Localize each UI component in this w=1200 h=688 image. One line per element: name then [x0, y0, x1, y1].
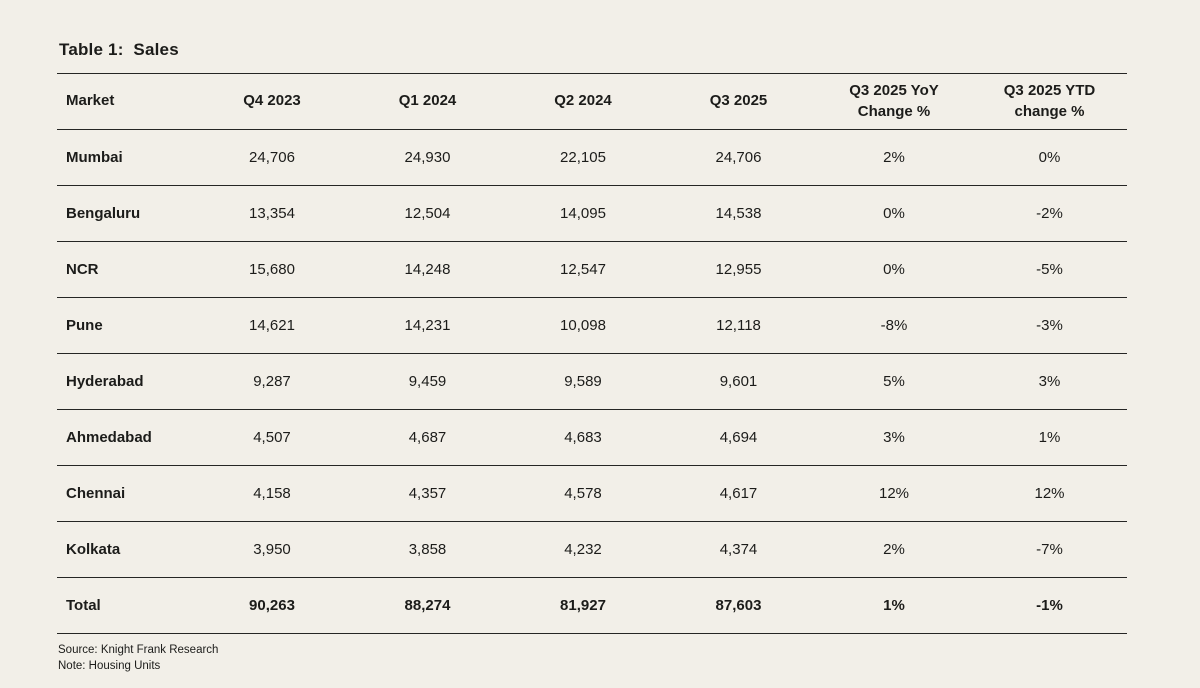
market-cell: Bengaluru	[57, 185, 194, 242]
column-header: Q3 2025 YTD change %	[972, 73, 1127, 130]
value-cell: 0%	[816, 241, 972, 298]
value-cell: 14,248	[350, 241, 505, 298]
value-cell: 3%	[816, 409, 972, 466]
value-cell: 12,547	[505, 241, 661, 298]
market-cell: Hyderabad	[57, 353, 194, 410]
source-note: Source: Knight Frank Research	[58, 644, 219, 656]
value-cell: 24,930	[350, 129, 505, 186]
value-cell: 2%	[816, 521, 972, 578]
value-cell: -7%	[972, 521, 1127, 578]
sales-table: Market Q4 2023 Q1 2024 Q2 2024 Q3 2025 Q3 202…	[57, 73, 1127, 634]
value-cell: 4,357	[350, 465, 505, 522]
value-cell: 2%	[816, 129, 972, 186]
value-cell: -3%	[972, 297, 1127, 354]
value-cell: 4,683	[505, 409, 661, 466]
value-cell: 4,507	[194, 409, 350, 466]
market-cell: Chennai	[57, 465, 194, 522]
value-cell: 4,617	[661, 465, 816, 522]
footer-notes: Source: Knight Frank Research Note: Hous…	[58, 643, 1200, 674]
table-header-row: Market Q4 2023 Q1 2024 Q2 2024 Q3 2025 Q3 202…	[57, 73, 1127, 130]
value-cell: 4,374	[661, 521, 816, 578]
value-cell: 14,095	[505, 185, 661, 242]
market-cell: Mumbai	[57, 129, 194, 186]
total-label-cell: Total	[57, 577, 194, 634]
table-row: Hyderabad 9,287 9,459 9,589 9,601 5% 3%	[57, 353, 1127, 410]
page: Table 1: Sales Market Q4 2023 Q1 2024 Q2 20…	[57, 40, 1200, 674]
value-cell: 3,950	[194, 521, 350, 578]
total-value-cell: 87,603	[661, 577, 816, 634]
table-row: Kolkata 3,950 3,858 4,232 4,374 2% -7%	[57, 521, 1127, 578]
value-cell: 1%	[972, 409, 1127, 466]
table-row: Chennai 4,158 4,357 4,578 4,617 12% 12%	[57, 465, 1127, 522]
column-header: Q2 2024	[505, 73, 661, 130]
value-cell: 0%	[972, 129, 1127, 186]
market-cell: NCR	[57, 241, 194, 298]
column-header: Q4 2023	[194, 73, 350, 130]
total-value-cell: 88,274	[350, 577, 505, 634]
value-cell: 9,287	[194, 353, 350, 410]
value-cell: -2%	[972, 185, 1127, 242]
value-cell: 14,231	[350, 297, 505, 354]
table-row: NCR 15,680 14,248 12,547 12,955 0% -5%	[57, 241, 1127, 298]
value-cell: 3,858	[350, 521, 505, 578]
table-row: Bengaluru 13,354 12,504 14,095 14,538 0% -2%	[57, 185, 1127, 242]
value-cell: 14,621	[194, 297, 350, 354]
table-row: Pune 14,621 14,231 10,098 12,118 -8% -3%	[57, 297, 1127, 354]
value-cell: 15,680	[194, 241, 350, 298]
table-total-row: Total 90,263 88,274 81,927 87,603 1% -1%	[57, 577, 1127, 634]
value-cell: 12,955	[661, 241, 816, 298]
value-cell: 0%	[816, 185, 972, 242]
column-header: Market	[57, 73, 194, 130]
table-foot: Total 90,263 88,274 81,927 87,603 1% -1%	[57, 577, 1127, 634]
table-row: Mumbai 24,706 24,930 22,105 24,706 2% 0%	[57, 129, 1127, 186]
market-cell: Pune	[57, 297, 194, 354]
value-cell: 13,354	[194, 185, 350, 242]
value-cell: 4,232	[505, 521, 661, 578]
total-value-cell: 90,263	[194, 577, 350, 634]
value-cell: 14,538	[661, 185, 816, 242]
value-cell: 4,158	[194, 465, 350, 522]
column-header: Q3 2025 YoY Change %	[816, 73, 972, 130]
total-value-cell: 81,927	[505, 577, 661, 634]
value-cell: 12,504	[350, 185, 505, 242]
table-row: Ahmedabad 4,507 4,687 4,683 4,694 3% 1%	[57, 409, 1127, 466]
units-note: Note: Housing Units	[58, 659, 161, 672]
market-cell: Kolkata	[57, 521, 194, 578]
total-value-cell: -1%	[972, 577, 1127, 634]
market-cell: Ahmedabad	[57, 409, 194, 466]
value-cell: 4,694	[661, 409, 816, 466]
value-cell: 9,589	[505, 353, 661, 410]
value-cell: 12%	[816, 465, 972, 522]
value-cell: 12,118	[661, 297, 816, 354]
value-cell: 3%	[972, 353, 1127, 410]
value-cell: 12%	[972, 465, 1127, 522]
value-cell: 9,601	[661, 353, 816, 410]
table-title: Table 1: Sales	[59, 40, 179, 59]
table-head: Market Q4 2023 Q1 2024 Q2 2024 Q3 2025 Q3 202…	[57, 73, 1127, 130]
column-header: Q1 2024	[350, 73, 505, 130]
value-cell: 9,459	[350, 353, 505, 410]
table-body: Mumbai 24,706 24,930 22,105 24,706 2% 0% Bengal…	[57, 129, 1127, 578]
value-cell: 4,578	[505, 465, 661, 522]
value-cell: 5%	[816, 353, 972, 410]
value-cell: -5%	[972, 241, 1127, 298]
column-header: Q3 2025	[661, 73, 816, 130]
value-cell: 24,706	[194, 129, 350, 186]
total-value-cell: 1%	[816, 577, 972, 634]
value-cell: -8%	[816, 297, 972, 354]
value-cell: 24,706	[661, 129, 816, 186]
value-cell: 22,105	[505, 129, 661, 186]
value-cell: 10,098	[505, 297, 661, 354]
value-cell: 4,687	[350, 409, 505, 466]
